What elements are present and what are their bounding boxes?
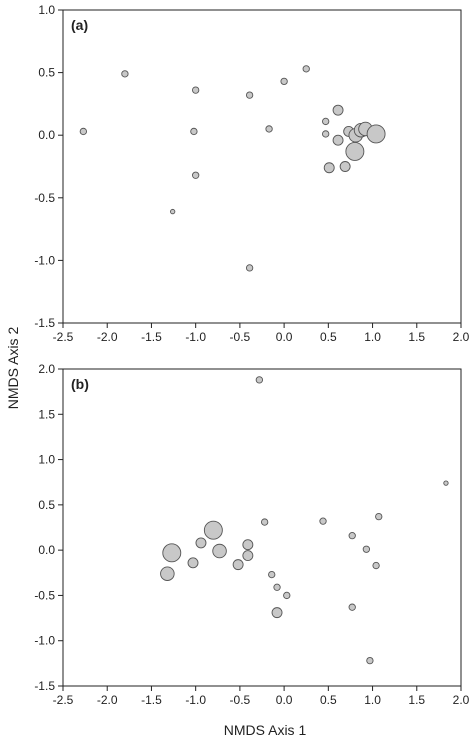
scatter-point <box>322 130 330 138</box>
scatter-point <box>121 70 129 78</box>
x-tick-label: -1.5 <box>141 330 162 344</box>
x-tick-label: -2.0 <box>97 330 118 344</box>
y-tick-label: 0.0 <box>38 128 55 142</box>
scatter-point <box>322 117 330 126</box>
x-axis-title: NMDS Axis 1 <box>224 722 307 738</box>
scatter-point <box>345 142 365 161</box>
y-tick-label: -0.5 <box>34 191 55 205</box>
x-tick-label: 2.0 <box>453 693 470 707</box>
scatter-point <box>302 65 310 73</box>
scatter-point <box>273 583 281 591</box>
x-tick-label: 0.0 <box>276 693 293 707</box>
scatter-point <box>160 566 175 581</box>
x-tick-label: -0.5 <box>230 330 251 344</box>
scatter-point <box>319 517 327 525</box>
y-tick-label: -0.5 <box>34 588 55 602</box>
scatter-point <box>366 124 386 144</box>
x-tick-label: 1.5 <box>408 693 425 707</box>
y-tick-label: -1.5 <box>34 316 55 330</box>
x-tick-label: -1.0 <box>185 693 206 707</box>
scatter-point <box>245 91 254 99</box>
x-tick-label: -2.5 <box>53 693 74 707</box>
x-tick-label: -1.0 <box>185 330 206 344</box>
y-axis-title: NMDS Axis 2 <box>5 327 21 410</box>
plot-frame <box>62 9 462 324</box>
scatter-point <box>170 208 176 215</box>
y-tick-label: -1.0 <box>34 634 55 648</box>
scatter-point <box>366 656 374 665</box>
scatter-point <box>162 543 182 563</box>
y-tick-label: 0.0 <box>38 543 55 557</box>
scatter-point <box>212 543 227 559</box>
scatter-point <box>271 607 283 619</box>
y-tick-label: 1.5 <box>38 407 55 421</box>
x-tick-label: -1.5 <box>141 693 162 707</box>
scatter-point <box>362 545 371 553</box>
scatter-point <box>195 537 207 549</box>
scatter-point <box>280 77 288 86</box>
scatter-point <box>79 127 87 136</box>
scatter-point <box>265 125 273 133</box>
scatter-point <box>261 518 269 526</box>
y-tick-label: 1.0 <box>38 453 55 467</box>
x-tick-label: -2.5 <box>53 330 74 344</box>
x-tick-label: -0.5 <box>230 693 251 707</box>
scatter-point <box>375 512 383 521</box>
scatter-point <box>203 520 223 540</box>
scatter-point <box>192 86 200 94</box>
x-tick-label: 1.5 <box>408 330 425 344</box>
scatter-point <box>443 480 449 486</box>
y-tick-label: 1.0 <box>38 3 55 17</box>
scatter-point <box>192 171 200 179</box>
scatter-point <box>187 557 199 569</box>
x-tick-label: -2.0 <box>97 693 118 707</box>
y-tick-label: 0.5 <box>38 66 55 80</box>
panel-b: -2.5 -2.0 -1.5 -1.0 -0.5 0.0 0.5 1.0 1.5 2.0 -1.5 -… <box>34 362 469 707</box>
x-tick-label: 0.5 <box>320 693 337 707</box>
panel-label: (b) <box>71 376 89 392</box>
x-tick-label: 0.5 <box>320 330 337 344</box>
scatter-point <box>348 532 356 540</box>
plot-frame <box>62 368 462 687</box>
y-tick-label: 0.5 <box>38 498 55 512</box>
scatter-point <box>245 264 254 272</box>
panel-a: -2.5 -2.0 -1.5 -1.0 -0.5 0.0 0.5 1.0 1.5 2.0 -1.5 -… <box>34 3 469 344</box>
x-tick-label: 1.0 <box>364 330 381 344</box>
x-tick-label: 1.0 <box>364 693 381 707</box>
scatter-point <box>283 591 291 600</box>
scatter-point <box>190 127 198 136</box>
y-tick-label: -1.0 <box>34 253 55 267</box>
scatter-point <box>242 550 254 562</box>
x-tick-label: 0.0 <box>276 330 293 344</box>
scatter-point <box>323 162 335 174</box>
scatter-point <box>255 376 263 384</box>
scatter-point <box>268 570 276 579</box>
scatter-point <box>332 104 344 116</box>
scatter-point <box>332 134 344 146</box>
scatter-point <box>232 559 244 571</box>
scatter-point <box>242 539 254 551</box>
scatter-point <box>348 603 356 611</box>
x-tick-label: 2.0 <box>453 330 470 344</box>
y-tick-label: -1.5 <box>34 679 55 693</box>
panel-label: (a) <box>71 17 88 33</box>
y-tick-label: 2.0 <box>38 362 55 376</box>
scatter-point <box>372 561 380 570</box>
scatter-point <box>339 161 351 172</box>
